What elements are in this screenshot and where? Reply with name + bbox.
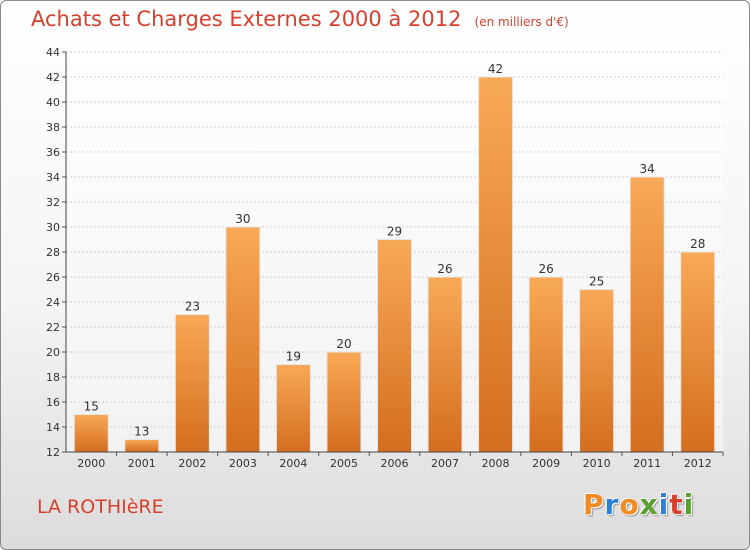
bar-2012	[680, 251, 716, 453]
x-tick-label: 2007	[431, 457, 459, 470]
bar-2006	[377, 239, 412, 453]
y-tick-label: 18	[46, 371, 60, 384]
x-tick-label: 2001	[128, 457, 156, 470]
y-tick-label: 40	[46, 96, 60, 109]
logo-letter: t	[669, 488, 684, 521]
bar-2008	[478, 76, 514, 453]
y-tick-label: 22	[46, 321, 60, 334]
y-tick-label: 44	[46, 46, 60, 59]
unit-label: (en milliers d'€)	[474, 15, 569, 29]
logo-letter: i	[683, 488, 695, 521]
data-label: 28	[690, 237, 705, 251]
x-tick-label: 2011	[633, 457, 661, 470]
y-tick-label: 12	[46, 446, 60, 459]
x-tick-label: 2009	[532, 457, 560, 470]
y-tick-label: 42	[46, 71, 60, 84]
data-label: 42	[488, 62, 503, 76]
data-label: 34	[640, 162, 655, 176]
y-tick-label: 20	[46, 346, 60, 359]
y-tick-label: 38	[46, 121, 60, 134]
axes: 12 14 16 18 20 22 24 26 28 30 32 34 36 38 40 42 44 2000 20…	[46, 46, 724, 470]
y-tick-label: 36	[46, 146, 60, 159]
chart-title: Achats et Charges Externes 2000 à 2012	[31, 7, 462, 31]
data-label: 15	[84, 400, 99, 414]
y-tick-label: 26	[46, 271, 60, 284]
x-tick-label: 2012	[684, 457, 712, 470]
bar-2001	[124, 439, 160, 453]
y-tick-label: 34	[46, 171, 60, 184]
bar-2009	[528, 276, 564, 453]
bar-2000	[73, 414, 109, 453]
bar-2011	[629, 176, 665, 453]
data-label: 26	[437, 262, 452, 276]
data-label: 29	[387, 225, 402, 239]
bar-2010	[579, 289, 615, 453]
logo-letter: o	[619, 488, 640, 521]
logo-letter: x	[639, 488, 659, 521]
data-label: 30	[235, 212, 250, 226]
logo-letter: i	[658, 488, 670, 521]
x-tick-label: 2005	[330, 457, 358, 470]
bars: 15 13 23 30 19 20 29 26 42 26 25 34 28	[73, 62, 716, 453]
y-tick-label: 24	[46, 296, 60, 309]
data-label: 23	[185, 300, 200, 314]
place-name: LA ROTHIèRE	[37, 496, 164, 518]
data-label: 19	[286, 350, 301, 364]
y-tick-label: 14	[46, 421, 60, 434]
proxiti-logo[interactable]: Proxiti	[583, 488, 694, 521]
x-tick-label: 2004	[279, 457, 307, 470]
x-tick-label: 2000	[77, 457, 105, 470]
data-label: 13	[134, 425, 149, 439]
x-tick-label: 2008	[482, 457, 510, 470]
data-label: 25	[589, 275, 604, 289]
x-tick-label: 2003	[229, 457, 257, 470]
bar-2005	[326, 351, 362, 453]
x-tick-label: 2010	[583, 457, 611, 470]
bar-2002	[174, 314, 210, 453]
logo-letter: r	[604, 488, 620, 521]
bar-2003	[225, 226, 261, 453]
bar-2007	[427, 276, 463, 453]
y-tick-label: 30	[46, 221, 60, 234]
data-label: 20	[336, 337, 351, 351]
bar-2004	[275, 364, 311, 453]
logo-letter: P	[583, 488, 605, 521]
x-tick-label: 2006	[381, 457, 409, 470]
y-tick-label: 32	[46, 196, 60, 209]
y-tick-label: 16	[46, 396, 60, 409]
x-tick-label: 2002	[178, 457, 206, 470]
y-tick-label: 28	[46, 246, 60, 259]
title-block: Achats et Charges Externes 2000 à 2012 (…	[31, 7, 569, 31]
data-label: 26	[538, 262, 553, 276]
